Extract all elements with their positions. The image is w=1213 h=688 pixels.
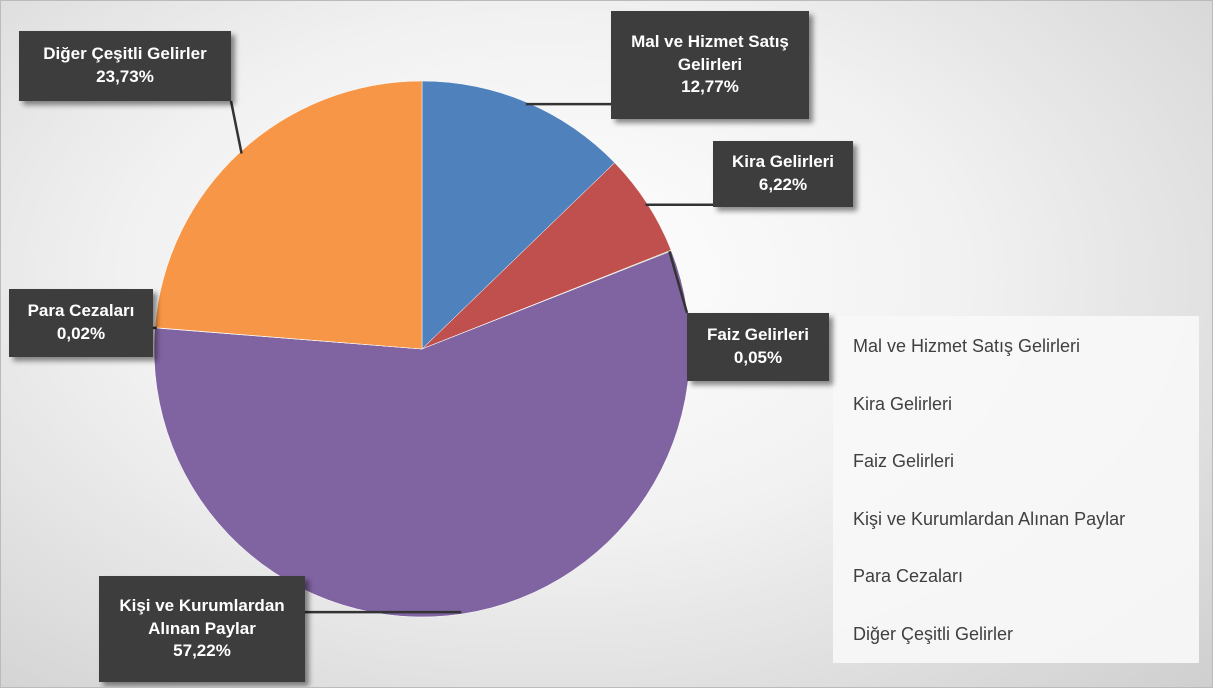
legend-entry: Para Cezaları xyxy=(853,566,963,587)
data-label-value: 0,02% xyxy=(56,324,106,343)
data-label-value: 12,77% xyxy=(681,77,739,97)
data-label-value: 57,22% xyxy=(173,641,231,661)
leader-lines xyxy=(153,100,713,614)
data-label: Para Cezaları 0,02% xyxy=(9,289,153,357)
data-label-name: Para Cezaları xyxy=(27,301,135,321)
legend-label: Para Cezaları xyxy=(853,566,964,586)
pie-slice xyxy=(421,80,616,350)
data-label-value: 0,05% xyxy=(733,348,783,367)
pie-slice xyxy=(154,80,423,350)
legend: Mal ve Hizmet Satış Gelirleri Kira Gelirl… xyxy=(833,316,1199,663)
data-label: Diğer Çeşitli Gelirler 23,73% xyxy=(19,31,231,101)
legend-label: Kişi ve Kurumlardan Alınan Paylar xyxy=(853,508,1126,529)
pie-slice xyxy=(153,250,691,618)
legend-entry: Mal ve Hizmet Satış Gelirleri xyxy=(853,336,1080,357)
legend-entry: Kişi ve Kurumlardan Alınan Paylar xyxy=(853,509,1125,530)
data-label-name: Kira Gelirleri xyxy=(731,152,835,172)
data-label-name: Diğer Çeşitli Gelirler xyxy=(43,44,207,64)
data-label: Mal ve Hizmet Satış Gelirleri 12,77% xyxy=(611,11,809,119)
legend-entry: Faiz Gelirleri xyxy=(853,451,954,472)
leader-line xyxy=(668,250,689,314)
leader-line xyxy=(229,100,243,154)
legend-label: Kira Gelirleri xyxy=(853,393,953,414)
legend-entry: Diğer Çeşitli Gelirler xyxy=(853,624,1013,645)
legend-label: Faiz Gelirleri xyxy=(853,451,955,471)
data-label: Kişi ve Kurumlardan Alınan Paylar 57,22% xyxy=(99,576,305,682)
data-label-value: 6,22% xyxy=(758,175,808,194)
data-label-value: 23,73% xyxy=(96,67,154,86)
legend-label: Mal ve Hizmet Satış Gelirleri xyxy=(853,336,1081,356)
data-label-name: Mal ve Hizmet Satış Gelirleri xyxy=(631,31,789,74)
data-label-name: Kişi ve Kurumlardan Alınan Paylar xyxy=(119,595,285,638)
data-label: Kira Gelirleri 6,22% xyxy=(713,141,853,207)
legend-label: Diğer Çeşitli Gelirler xyxy=(853,623,1014,644)
data-label-name: Faiz Gelirleri xyxy=(706,325,810,345)
legend-entry: Kira Gelirleri xyxy=(853,394,952,415)
data-label: Faiz Gelirleri 0,05% xyxy=(687,313,829,381)
